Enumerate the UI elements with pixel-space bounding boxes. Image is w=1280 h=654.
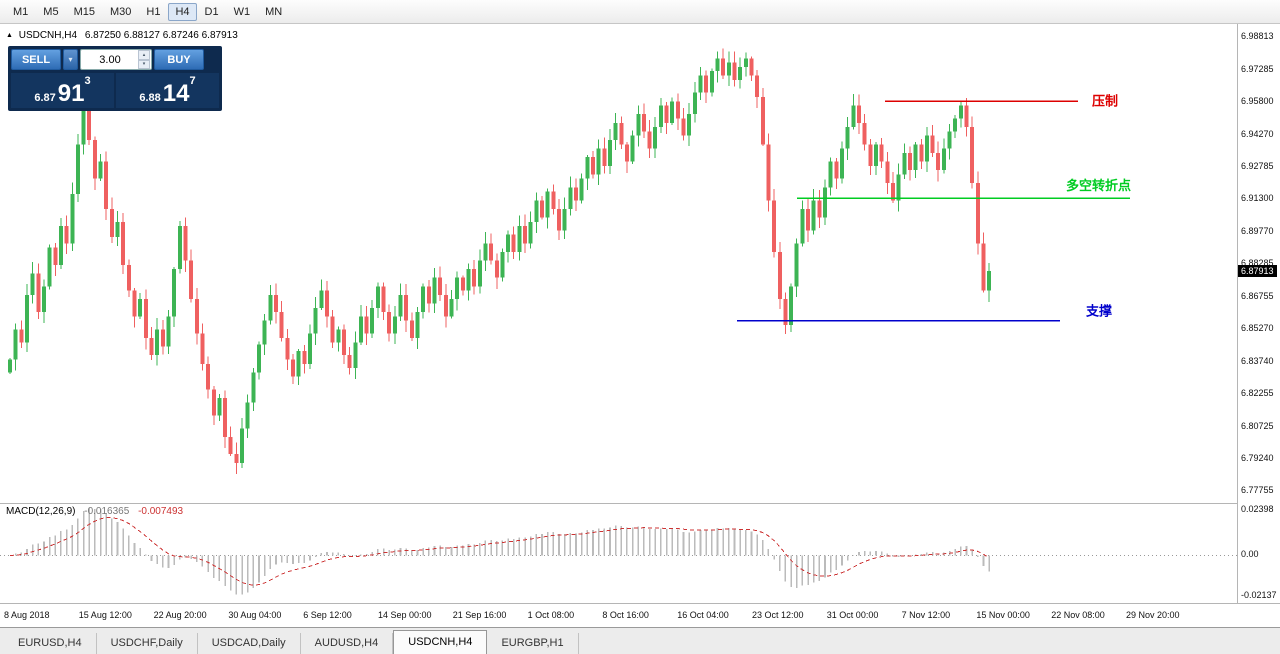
macd-axis-tick: 0.02398 xyxy=(1241,504,1274,514)
bid-price-display[interactable]: 6.87 91 3 xyxy=(11,73,114,108)
ask-big-digits: 14 xyxy=(162,80,190,107)
resistance-line-label: 压制 xyxy=(1092,93,1118,108)
tab-audusd-h4[interactable]: AUDUSD,H4 xyxy=(301,633,394,654)
price-tick: 6.83740 xyxy=(1241,355,1274,366)
macd-axis-tick: 0.00 xyxy=(1241,549,1259,560)
chart-symbol-period: USDCNH,H4 xyxy=(18,30,78,41)
one-click-trading-panel: SELL ▾ ▴ ▾ BUY 6.87 91 3 xyxy=(8,46,222,111)
price-tick: 6.79240 xyxy=(1241,452,1274,463)
time-tick: 30 Aug 04:00 xyxy=(228,610,282,620)
macd-signal-line xyxy=(9,517,990,586)
bid-prefix: 6.87 xyxy=(34,92,56,104)
bid-pip-digit: 3 xyxy=(84,75,91,87)
volume-increase-button[interactable]: ▴ xyxy=(138,50,150,60)
timeframe-m5[interactable]: M5 xyxy=(36,3,65,21)
price-tick: 6.97285 xyxy=(1241,64,1274,75)
timeframe-d1[interactable]: D1 xyxy=(198,3,226,21)
time-tick: 15 Nov 00:00 xyxy=(976,610,1030,620)
timeframe-h4[interactable]: H4 xyxy=(168,2,197,21)
macd-name: MACD(12,26,9) xyxy=(6,506,76,517)
chart-title: ▲ USDCNH,H4 6.87250 6.88127 6.87246 6.87… xyxy=(6,30,238,41)
symbol-direction-icon: ▲ xyxy=(6,32,13,39)
timeframe-mn[interactable]: MN xyxy=(258,3,289,21)
chevron-down-icon: ▾ xyxy=(68,55,73,64)
tab-eurgbp-h1[interactable]: EURGBP,H1 xyxy=(487,633,579,654)
tab-eurusd-h4[interactable]: EURUSD,H4 xyxy=(4,633,97,654)
timeframe-m30[interactable]: M30 xyxy=(103,3,138,21)
macd-indicator-label: MACD(12,26,9) -0.016365 -0.007493 xyxy=(6,506,183,517)
bid-big-digits: 91 xyxy=(57,80,85,107)
pivot-line-label: 多空转折点 xyxy=(1066,178,1131,193)
chart-tab-bar: EURUSD,H4 USDCHF,Daily USDCAD,Daily AUDUSD,… xyxy=(0,628,1280,654)
price-axis[interactable]: 6.98813 6.97285 6.95800 6.94270 6.92785 6.913… xyxy=(1238,24,1280,603)
volume-decrease-button[interactable]: ▾ xyxy=(138,59,150,69)
price-tick: 6.86755 xyxy=(1241,290,1274,301)
sell-button[interactable]: SELL xyxy=(11,49,61,70)
price-tick: 6.95800 xyxy=(1241,96,1274,107)
volume-field: ▴ ▾ xyxy=(80,49,152,70)
price-tick: 6.91300 xyxy=(1241,193,1274,204)
price-tick: 6.92785 xyxy=(1241,161,1274,172)
time-tick: 14 Sep 00:00 xyxy=(378,610,432,620)
timeframe-toolbar: M1 M5 M15 M30 H1 H4 D1 W1 MN xyxy=(0,0,1280,24)
timeframe-h1[interactable]: H1 xyxy=(139,3,167,21)
time-tick: 8 Oct 16:00 xyxy=(602,610,649,620)
time-tick: 15 Aug 12:00 xyxy=(78,610,132,620)
price-axis-separator xyxy=(1237,24,1238,603)
volume-spinner: ▴ ▾ xyxy=(138,50,150,69)
timeframe-m15[interactable]: M15 xyxy=(67,3,102,21)
support-line-label: 支撑 xyxy=(1085,304,1112,319)
ask-pip-digit: 7 xyxy=(189,75,196,87)
chart-window: 压制多空转折点支撑 ▲ USDCNH,H4 6.87250 6.88127 6.… xyxy=(0,24,1280,628)
timeframe-w1[interactable]: W1 xyxy=(227,3,258,21)
price-tick: 6.77755 xyxy=(1241,484,1274,495)
price-tick: 6.94270 xyxy=(1241,129,1274,140)
price-tick: 6.82255 xyxy=(1241,387,1274,398)
price-tick: 6.80725 xyxy=(1241,420,1274,431)
macd-main-value: -0.016365 xyxy=(84,506,130,517)
chart-ohlc-values: 6.87250 6.88127 6.87246 6.87913 xyxy=(84,30,238,41)
time-tick: 8 Aug 2018 xyxy=(4,610,50,620)
ask-price-display[interactable]: 6.88 14 7 xyxy=(116,73,219,108)
time-axis[interactable]: 8 Aug 2018 15 Aug 12:00 22 Aug 20:00 30 Aug… xyxy=(0,603,1280,629)
price-tick: 6.98813 xyxy=(1241,31,1274,42)
time-tick: 31 Oct 00:00 xyxy=(826,610,879,620)
time-tick: 22 Nov 08:00 xyxy=(1051,610,1105,620)
macd-axis-tick: -0.02137 xyxy=(1241,590,1277,600)
time-tick: 23 Oct 12:00 xyxy=(752,610,804,620)
price-tick: 6.88285 xyxy=(1241,257,1274,268)
tab-usdcad-daily[interactable]: USDCAD,Daily xyxy=(198,633,301,654)
time-tick: 16 Oct 04:00 xyxy=(677,610,729,620)
time-tick: 22 Aug 20:00 xyxy=(153,610,207,620)
price-tick: 6.85270 xyxy=(1241,322,1274,333)
tab-usdcnh-h4[interactable]: USDCNH,H4 xyxy=(393,630,488,654)
price-tick: 6.89770 xyxy=(1241,226,1274,237)
time-tick: 7 Nov 12:00 xyxy=(901,610,951,620)
time-tick: 29 Nov 20:00 xyxy=(1126,610,1180,620)
buy-button[interactable]: BUY xyxy=(154,49,204,70)
time-tick: 6 Sep 12:00 xyxy=(303,610,352,620)
time-tick: 21 Sep 16:00 xyxy=(452,610,507,620)
tab-usdchf-daily[interactable]: USDCHF,Daily xyxy=(97,633,198,654)
macd-plot[interactable] xyxy=(0,503,1237,603)
volume-dropdown-button[interactable]: ▾ xyxy=(63,49,78,70)
volume-input[interactable] xyxy=(81,50,139,69)
current-price-tag: 6.87913 xyxy=(1238,264,1277,277)
ask-prefix: 6.88 xyxy=(139,92,161,104)
macd-signal-value: -0.007493 xyxy=(138,506,184,517)
timeframe-m1[interactable]: M1 xyxy=(6,3,35,21)
time-tick: 1 Oct 08:00 xyxy=(527,610,575,620)
